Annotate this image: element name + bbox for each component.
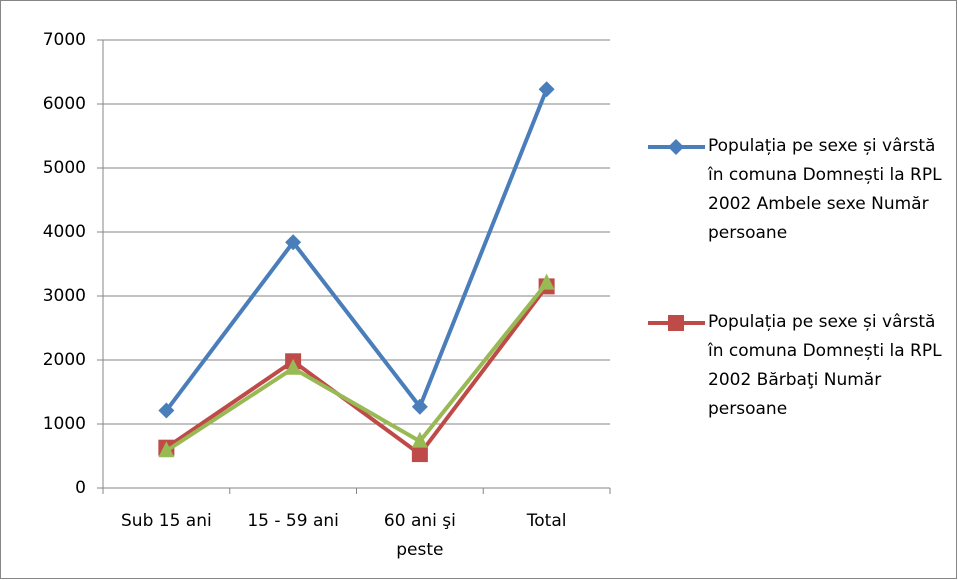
marker (668, 139, 684, 155)
marker (158, 441, 175, 458)
y-tick-label: 7000 (43, 30, 86, 50)
marker (411, 431, 428, 448)
marker (668, 315, 684, 331)
marker (158, 402, 175, 419)
y-tick-label: 3000 (43, 286, 86, 306)
marker (538, 81, 555, 98)
marker (411, 446, 428, 463)
legend-label: Populația pe sexe și vârstă în comuna Do… (708, 136, 942, 243)
y-tick-label: 0 (75, 478, 86, 498)
line (164, 88, 549, 412)
y-tick-label: 6000 (43, 94, 86, 114)
y-tick-label: 4000 (43, 222, 86, 242)
x-tick-label: 60 ani şi peste (383, 511, 456, 560)
line (165, 285, 549, 457)
x-tick-label: Sub 15 ani (121, 511, 212, 531)
marker (285, 234, 302, 251)
marker (538, 273, 555, 290)
x-tick-label: 15 - 59 ani (247, 511, 339, 531)
x-tick-label: Total (526, 511, 567, 531)
y-tick-label: 1000 (43, 414, 86, 434)
legend-label: Populația pe sexe și vârstă în comuna Do… (708, 312, 942, 419)
line (165, 281, 549, 453)
y-tick-label: 2000 (43, 350, 86, 370)
y-tick-label: 5000 (43, 158, 86, 178)
marker (411, 398, 428, 415)
marker (285, 358, 302, 375)
